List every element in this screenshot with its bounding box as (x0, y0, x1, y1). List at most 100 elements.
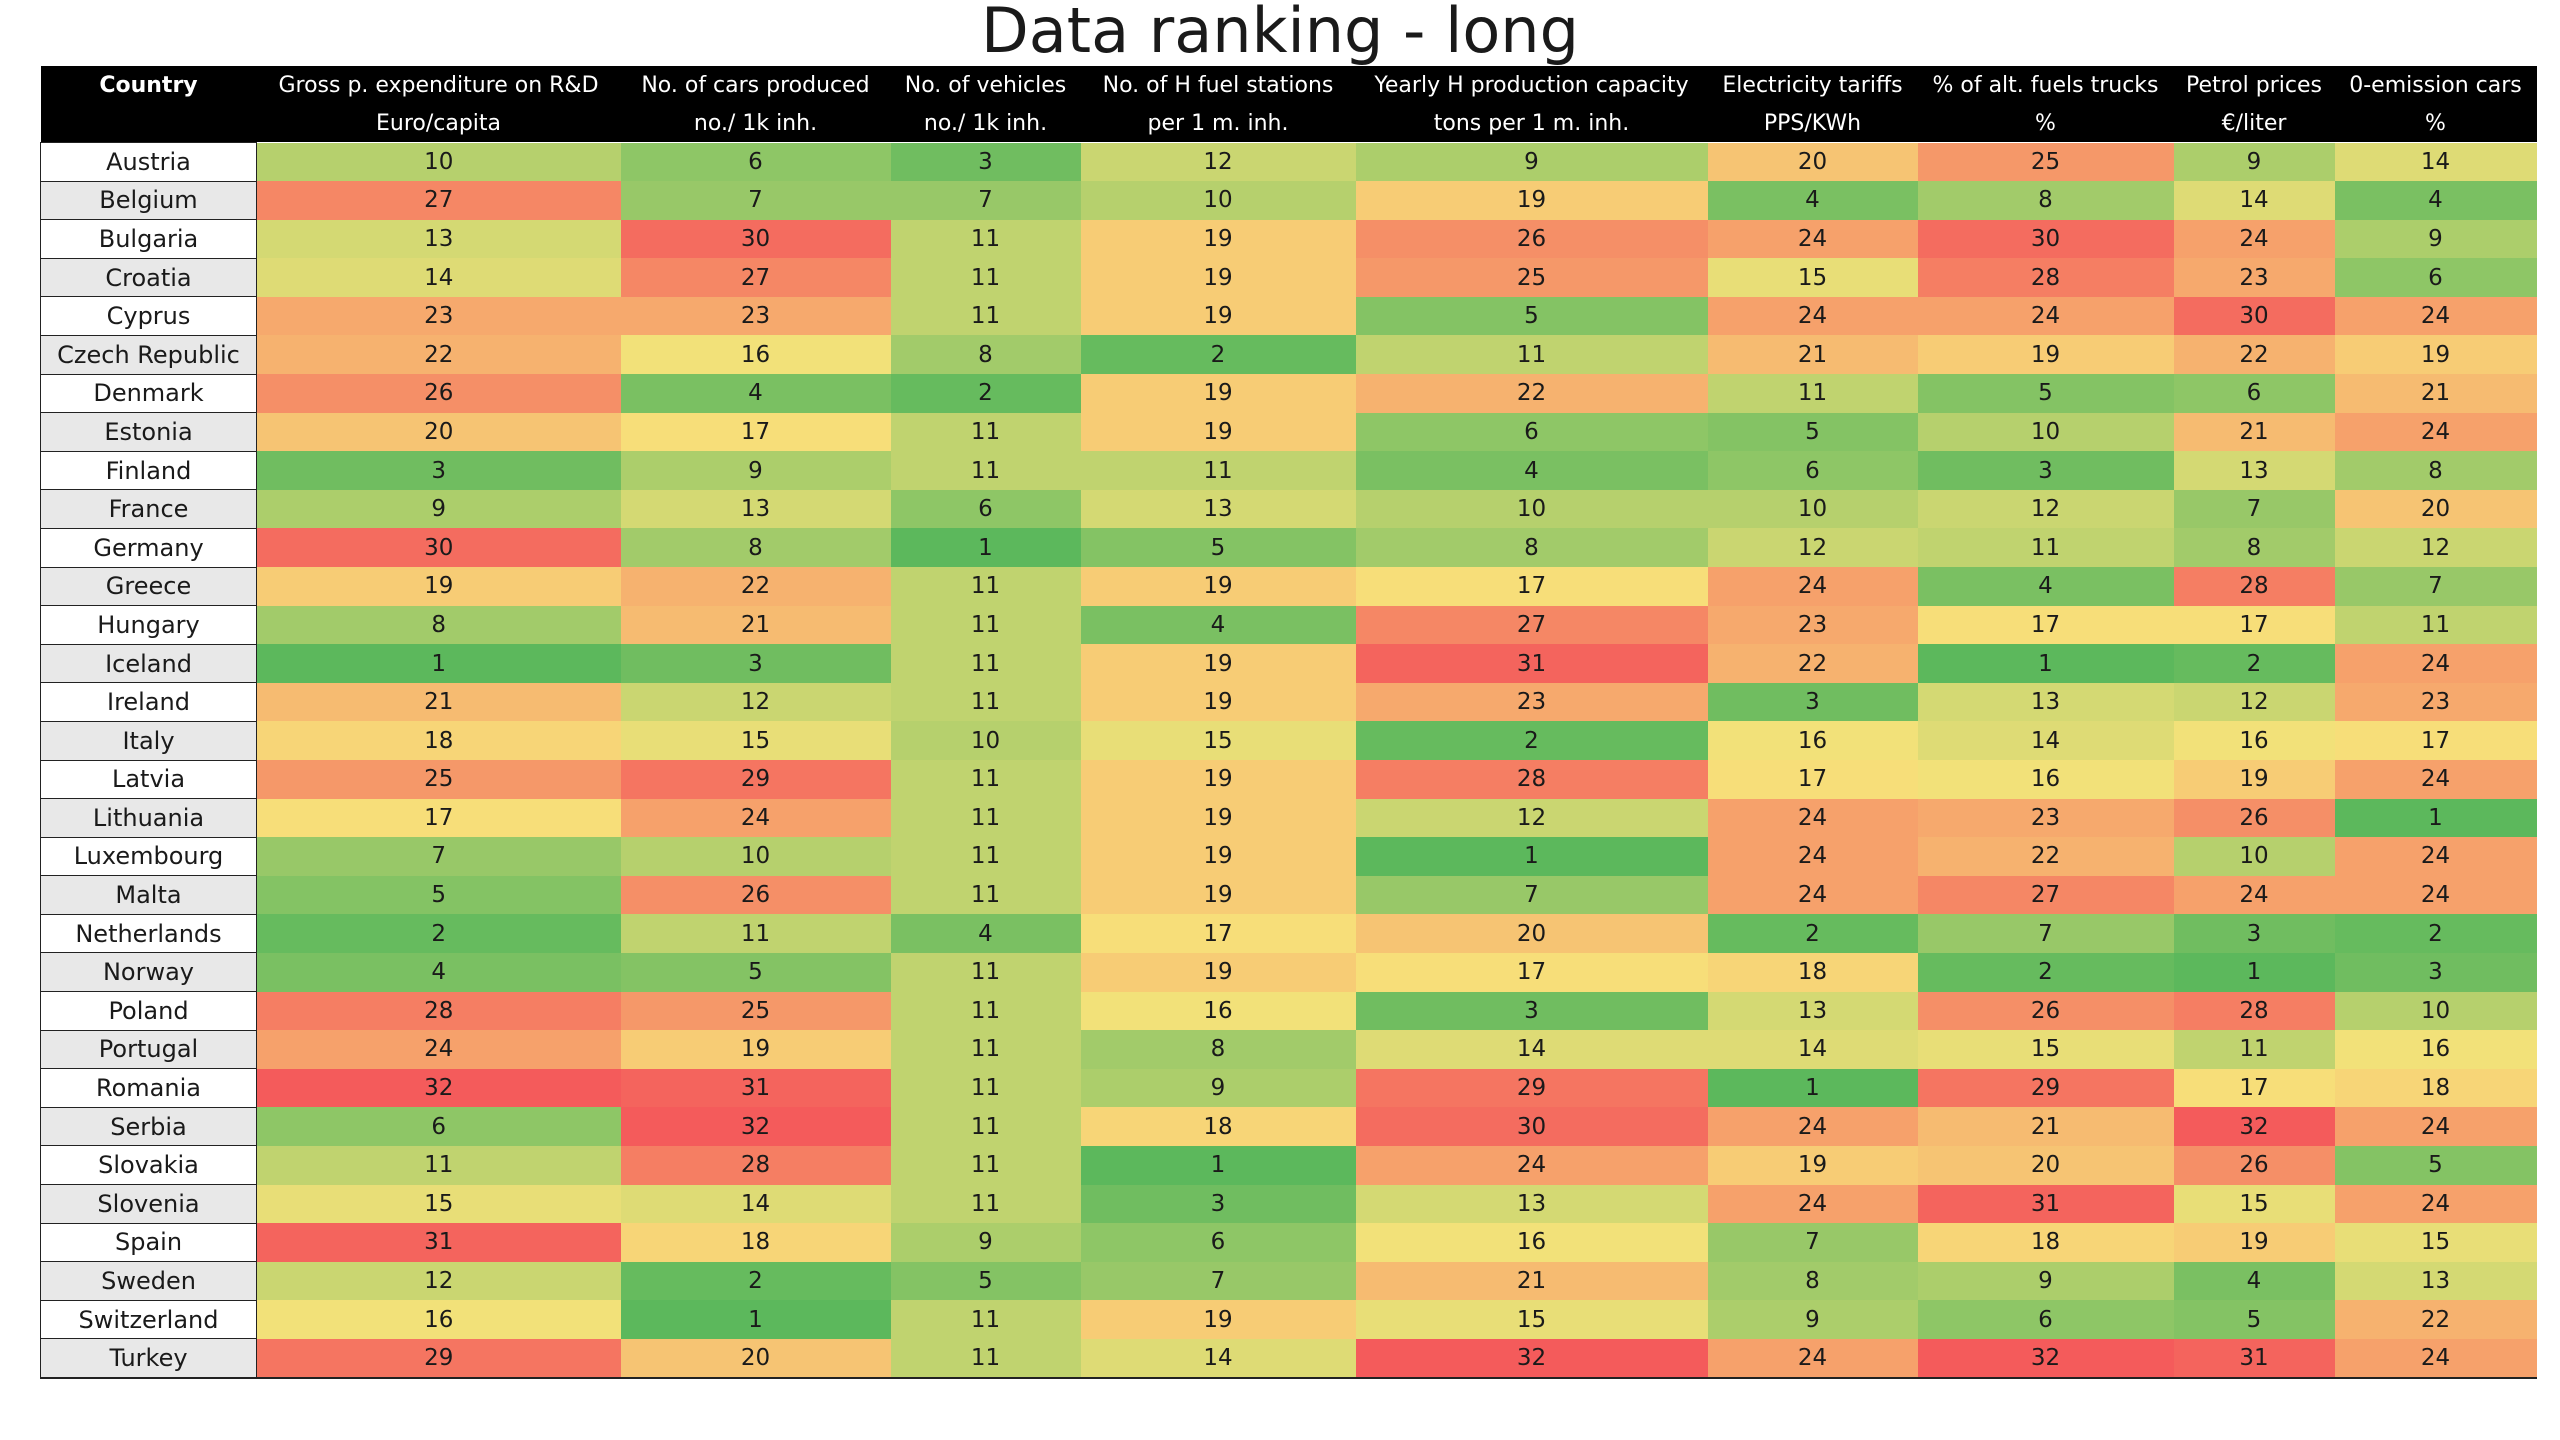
rank-cell-trucks: 27 (1917, 875, 2174, 915)
rank-cell-cars: 24 (620, 798, 891, 838)
country-cell: Greece (40, 566, 257, 607)
rank-cell-petrol: 26 (2173, 1145, 2335, 1185)
table-row: Cyprus 23 23 11 19 5 24 24 30 24 (40, 296, 2537, 336)
rank-cell-hprod: 14 (1355, 1030, 1708, 1069)
rank-cell-petrol: 8 (2173, 528, 2335, 568)
rank-cell-petrol: 15 (2173, 1184, 2335, 1224)
table-row: Bulgaria 13 30 11 19 26 24 30 24 9 (40, 219, 2537, 259)
column-header-rd: Gross p. expenditure on R&D (256, 66, 621, 104)
country-cell: Slovakia (40, 1145, 257, 1186)
column-unit-trucks: % (1917, 104, 2174, 143)
rank-cell-petrol: 13 (2173, 451, 2335, 490)
country-cell: Belgium (40, 180, 257, 221)
rank-cell-hstations: 11 (1080, 451, 1356, 490)
rank-cell-hprod: 29 (1355, 1068, 1708, 1108)
rank-cell-cars: 22 (620, 567, 891, 606)
header-row-labels: Country Gross p. expenditure on R&D No. of… (40, 66, 2537, 104)
table-row: Malta 5 26 11 19 7 24 27 24 24 (40, 875, 2537, 915)
rank-cell-hprod: 1 (1355, 837, 1708, 876)
country-cell: Hungary (40, 605, 257, 645)
rank-cell-trucks: 3 (1917, 451, 2174, 490)
rank-cell-trucks: 25 (1917, 142, 2174, 182)
rank-cell-cars: 13 (620, 489, 891, 529)
table-row: Norway 4 5 11 19 17 18 2 1 3 (40, 952, 2537, 993)
rank-cell-cars: 12 (620, 682, 891, 722)
country-cell: Estonia (40, 412, 257, 452)
country-cell: Bulgaria (40, 219, 257, 259)
rank-cell-rd: 29 (256, 1338, 621, 1380)
rank-cell-rd: 32 (256, 1068, 621, 1108)
rank-cell-hprod: 11 (1355, 335, 1708, 375)
column-unit-country (40, 104, 257, 143)
rank-cell-zeroem: 24 (2334, 644, 2537, 683)
table-row: Finland 3 9 11 11 4 6 3 13 8 (40, 450, 2537, 491)
rank-cell-vehicles: 3 (890, 142, 1081, 182)
table-row: Serbia 6 32 11 18 30 24 21 32 24 (40, 1106, 2537, 1147)
rank-cell-cars: 31 (620, 1068, 891, 1108)
rank-cell-cars: 29 (620, 760, 891, 799)
column-unit-cars: no./ 1k inh. (620, 104, 891, 143)
country-cell: Czech Republic (40, 334, 257, 375)
column-unit-hprod: tons per 1 m. inh. (1355, 104, 1708, 143)
rank-cell-hstations: 19 (1080, 682, 1356, 722)
rank-cell-cars: 16 (620, 335, 891, 375)
table-row: Latvia 25 29 11 19 28 17 16 19 24 (40, 759, 2537, 800)
rank-cell-vehicles: 11 (890, 1184, 1081, 1224)
rank-cell-elec: 5 (1707, 412, 1918, 452)
rank-cell-hstations: 5 (1080, 528, 1356, 568)
rank-cell-hprod: 28 (1355, 760, 1708, 799)
table-row: Italy 18 15 10 15 2 16 14 16 17 (40, 720, 2537, 761)
rank-cell-rd: 25 (256, 760, 621, 799)
rank-cell-hstations: 7 (1080, 1261, 1356, 1301)
rank-cell-trucks: 16 (1917, 760, 2174, 799)
rank-cell-zeroem: 16 (2334, 1030, 2537, 1069)
rank-cell-elec: 18 (1707, 952, 1918, 992)
rank-cell-vehicles: 11 (890, 991, 1081, 1031)
rank-cell-vehicles: 11 (890, 412, 1081, 452)
rank-cell-elec: 9 (1707, 1300, 1918, 1339)
table-row: Luxembourg 7 10 11 19 1 24 22 10 24 (40, 836, 2537, 877)
rank-cell-petrol: 22 (2173, 335, 2335, 375)
table-row: Portugal 24 19 11 8 14 14 15 11 16 (40, 1029, 2537, 1070)
rank-cell-hprod: 24 (1355, 1145, 1708, 1185)
rank-cell-vehicles: 11 (890, 451, 1081, 490)
country-cell: Denmark (40, 373, 257, 414)
rank-cell-vehicles: 11 (890, 644, 1081, 683)
rank-cell-cars: 4 (620, 374, 891, 413)
rank-cell-rd: 6 (256, 1107, 621, 1146)
rank-cell-hstations: 19 (1080, 296, 1356, 336)
table-row: France 9 13 6 13 10 10 12 7 20 (40, 489, 2537, 529)
table-row: Estonia 20 17 11 19 6 5 10 21 24 (40, 412, 2537, 452)
table-row: Iceland 1 3 11 19 31 22 1 2 24 (40, 643, 2537, 684)
country-cell: Ireland (40, 682, 257, 722)
rank-cell-cars: 27 (620, 258, 891, 297)
rank-cell-cars: 11 (620, 914, 891, 953)
rank-cell-elec: 24 (1707, 1338, 1918, 1380)
country-cell: Portugal (40, 1029, 257, 1070)
rank-cell-elec: 24 (1707, 837, 1918, 876)
country-cell: Finland (40, 450, 257, 491)
rank-cell-trucks: 30 (1917, 219, 2174, 259)
country-cell: Norway (40, 952, 257, 993)
rank-cell-rd: 2 (256, 914, 621, 953)
rank-cell-elec: 24 (1707, 567, 1918, 606)
rank-cell-hstations: 16 (1080, 991, 1356, 1031)
table-row: Lithuania 17 24 11 19 12 24 23 26 1 (40, 798, 2537, 838)
rank-cell-elec: 13 (1707, 991, 1918, 1031)
rank-cell-hstations: 14 (1080, 1338, 1356, 1380)
rank-cell-cars: 1 (620, 1300, 891, 1339)
rank-cell-zeroem: 22 (2334, 1300, 2537, 1339)
rank-cell-zeroem: 10 (2334, 991, 2537, 1031)
country-cell: Germany (40, 527, 257, 568)
rank-cell-rd: 16 (256, 1300, 621, 1339)
rank-cell-hprod: 5 (1355, 296, 1708, 336)
table-row: Denmark 26 4 2 19 22 11 5 6 21 (40, 373, 2537, 414)
rank-cell-trucks: 14 (1917, 721, 2174, 760)
rank-cell-hstations: 19 (1080, 374, 1356, 413)
table-row: Sweden 12 2 5 7 21 8 9 4 13 (40, 1261, 2537, 1301)
rank-cell-vehicles: 11 (890, 1068, 1081, 1108)
rank-cell-zeroem: 5 (2334, 1145, 2537, 1185)
rank-cell-zeroem: 20 (2334, 489, 2537, 529)
rank-cell-hstations: 19 (1080, 760, 1356, 799)
rank-cell-rd: 1 (256, 644, 621, 683)
